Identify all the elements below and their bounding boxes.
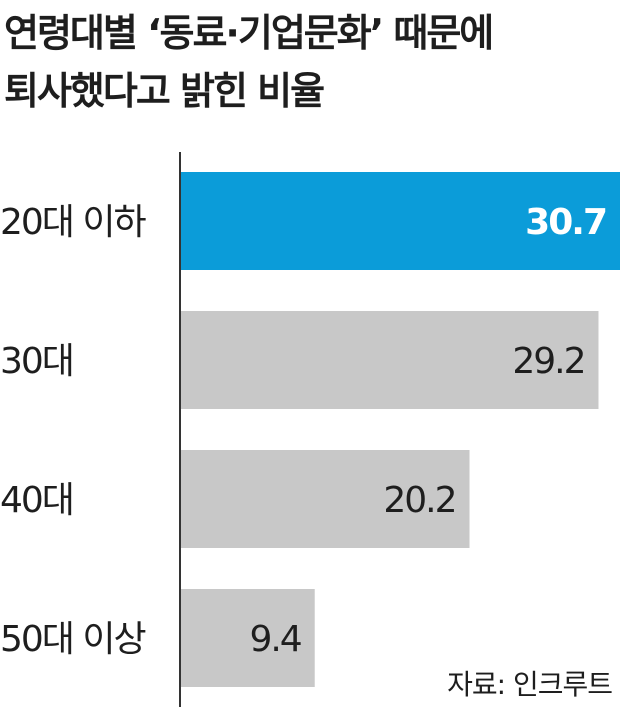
chart-title-line-1: 연령대별 ‘동료·기업문화’ 때문에 — [4, 11, 494, 55]
chart-title-line-2: 퇴사했다고 밝힌 비율 — [4, 69, 325, 113]
source-note: 자료: 인크루트 — [447, 668, 613, 701]
chart-title: 연령대별 ‘동료·기업문화’ 때문에 퇴사했다고 밝힌 비율 — [4, 4, 616, 120]
value-label-3: 20.2 — [383, 480, 455, 521]
value-label-4: 9.4 — [249, 619, 300, 660]
value-label-2: 29.2 — [512, 341, 584, 382]
bar-3 — [180, 450, 470, 548]
category-label-1: 20대 이하 — [0, 202, 146, 243]
category-label-2: 30대 — [0, 341, 73, 382]
category-label-3: 40대 — [0, 480, 73, 521]
value-label-1: 30.7 — [525, 202, 606, 243]
category-label-4: 50대 이상 — [0, 619, 145, 660]
bar-4 — [180, 589, 315, 687]
bar-1 — [180, 172, 620, 270]
bar-2 — [180, 311, 599, 409]
